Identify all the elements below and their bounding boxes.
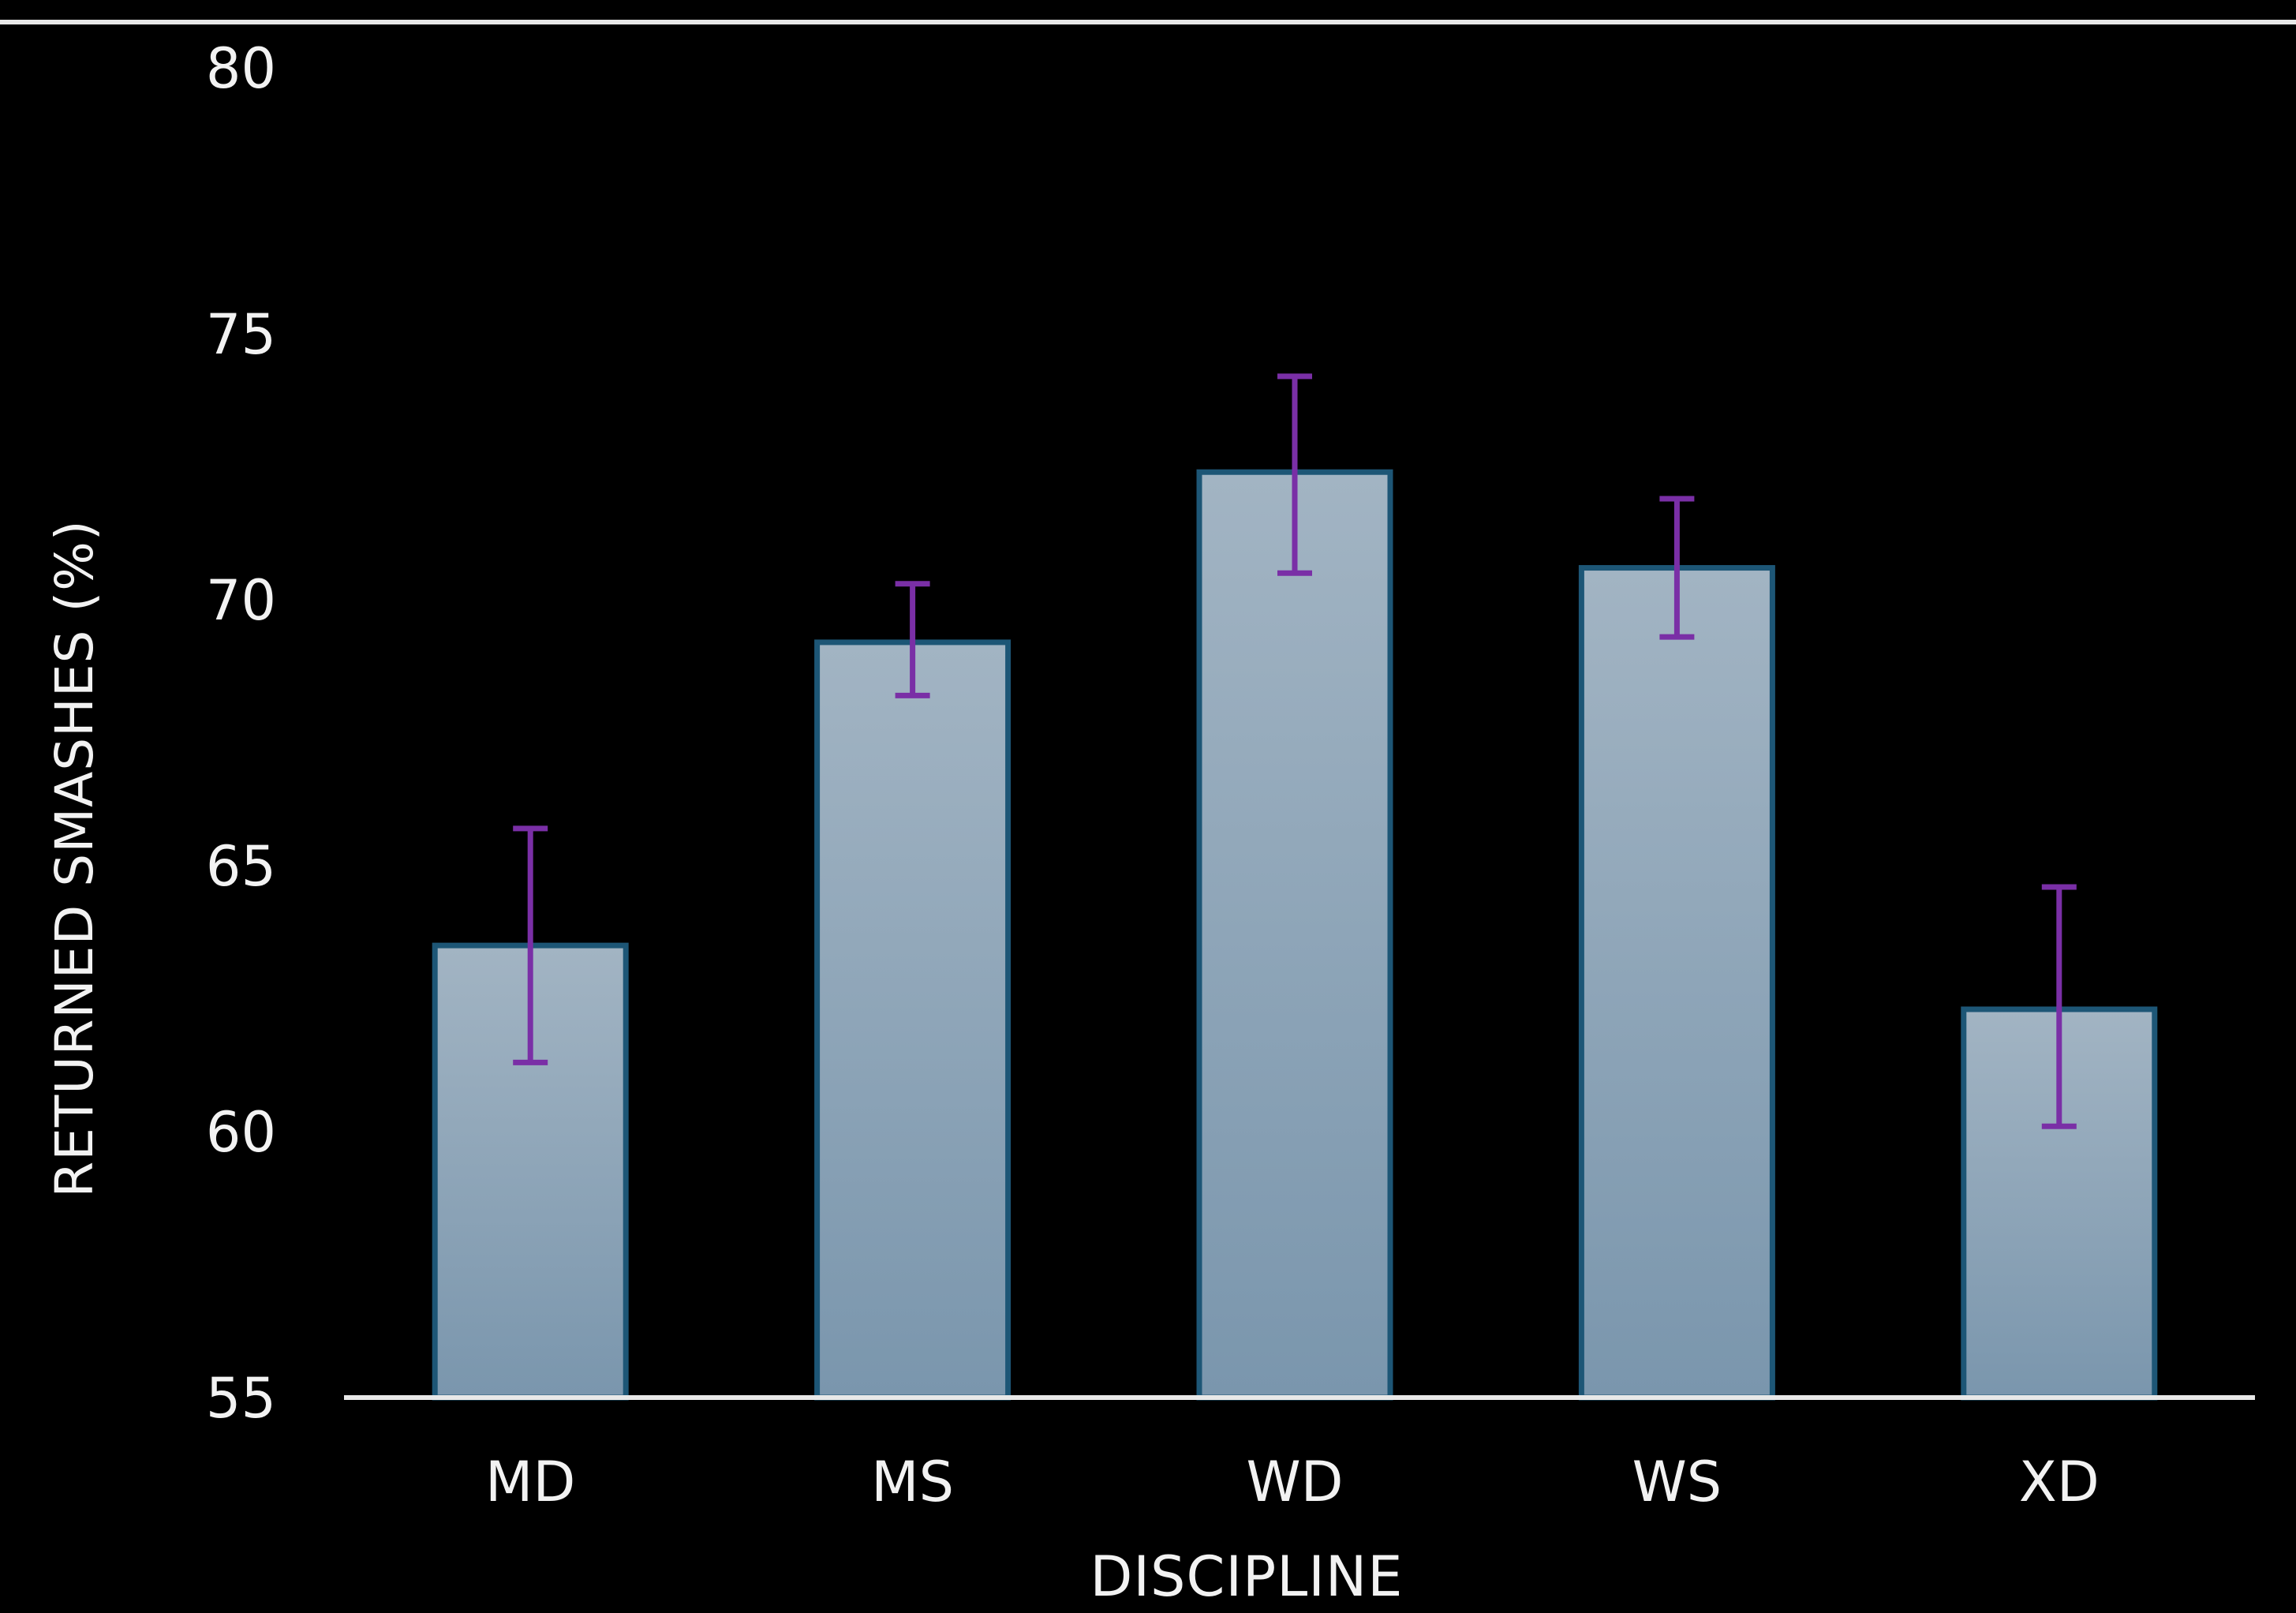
error-bar-ws (1659, 496, 1695, 640)
x-axis-ticks: MD MS WD WS XD (485, 1450, 2100, 1514)
error-bar-xd (2041, 884, 2077, 1129)
x-tick-label: MS (871, 1450, 954, 1514)
y-tick-label: 55 (206, 1366, 276, 1431)
y-axis-title: RETURNED SMASHES (%) (44, 519, 105, 1197)
error-bars-group (513, 373, 2077, 1129)
x-tick-label: MD (485, 1450, 575, 1514)
x-axis-title: DISCIPLINE (1090, 1544, 1404, 1609)
error-bar-ms (895, 581, 930, 698)
error-bar-md (513, 825, 548, 1065)
x-tick-label: WS (1632, 1450, 1722, 1514)
y-tick-label: 70 (206, 568, 276, 633)
bars-group (432, 469, 2158, 1401)
x-tick-label: XD (2019, 1450, 2100, 1514)
x-tick-label: WD (1246, 1450, 1343, 1514)
error-bar-wd (1277, 373, 1312, 576)
y-tick-label: 65 (206, 834, 276, 899)
y-axis-ticks: 55 60 65 70 75 80 (206, 36, 276, 1431)
y-tick-label: 80 (206, 36, 276, 101)
bar-ms (814, 639, 1012, 1401)
y-tick-label: 75 (206, 302, 276, 367)
bar-ws (1578, 565, 1775, 1401)
y-tick-label: 60 (206, 1100, 276, 1165)
bar-wd (1196, 469, 1393, 1401)
